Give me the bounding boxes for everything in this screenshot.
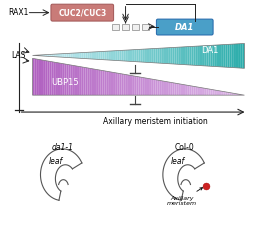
Text: leaf: leaf — [48, 157, 63, 166]
Text: UBP15: UBP15 — [51, 78, 79, 87]
FancyBboxPatch shape — [156, 19, 213, 35]
Text: LAS: LAS — [11, 51, 26, 60]
Text: leaf: leaf — [171, 157, 185, 166]
Bar — [112, 24, 119, 30]
Text: da1-1: da1-1 — [51, 143, 73, 152]
Bar — [132, 24, 139, 30]
Text: DA1: DA1 — [201, 46, 218, 55]
Text: RAX1: RAX1 — [8, 8, 29, 17]
FancyBboxPatch shape — [51, 4, 114, 21]
Text: Col-0: Col-0 — [175, 143, 195, 152]
Text: Axillary meristem initiation: Axillary meristem initiation — [102, 117, 207, 126]
Text: DA1: DA1 — [175, 23, 194, 31]
Bar — [122, 24, 129, 30]
Bar — [142, 24, 149, 30]
Text: Axillary
meristem: Axillary meristem — [167, 188, 202, 206]
Text: CUC2/CUC3: CUC2/CUC3 — [58, 8, 107, 17]
